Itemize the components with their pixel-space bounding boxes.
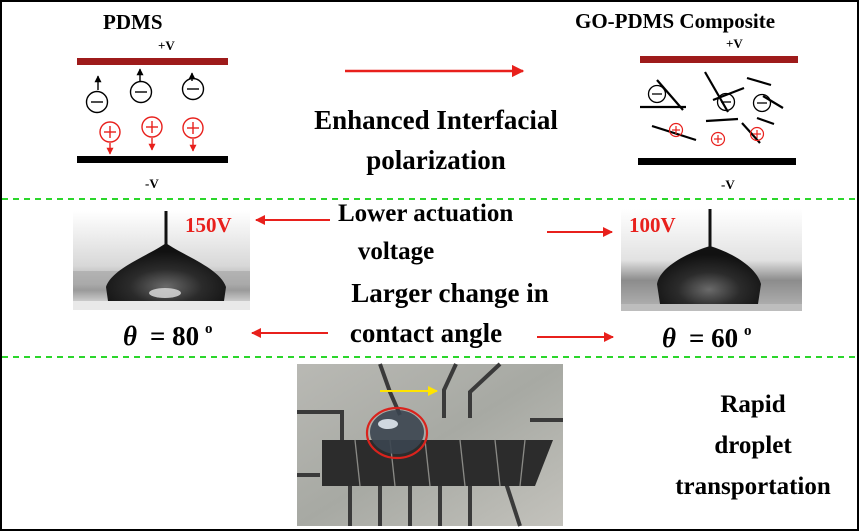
right-angle-value: = 60 [689, 323, 738, 353]
polarization-line1: Enhanced Interfacial [314, 105, 558, 135]
pdms-positive-charges [99, 116, 204, 155]
left-angle-value: = 80 [150, 321, 199, 351]
actuation-line2: voltage [358, 238, 434, 265]
angle-line2: contact angle [350, 318, 502, 348]
pdms-negative-charges [85, 68, 205, 114]
composite-plus-label: +V [726, 36, 743, 51]
voltage-label-100v: 100V [629, 213, 676, 237]
pdms-minus-label: -V [145, 176, 159, 191]
polarization-line2: polarization [366, 145, 506, 175]
composite-positive-charges [668, 122, 765, 147]
actuation-line1: Lower actuation [338, 200, 513, 227]
voltage-label-150v: 150V [185, 213, 232, 237]
pdms-plus-label: +V [158, 38, 175, 53]
pdms-bottom-electrode [77, 156, 228, 163]
composite-top-electrode [640, 56, 798, 63]
droplet-image-100v [621, 209, 802, 311]
composite-negative-charges [647, 84, 772, 113]
transport-line3: transportation [675, 473, 831, 500]
transport-line2: droplet [714, 432, 792, 459]
pdms-top-electrode [77, 58, 228, 65]
transport-line1: Rapid [720, 391, 785, 418]
composite-title: GO-PDMS Composite [575, 9, 775, 33]
right-theta-symbol: θ [662, 323, 676, 353]
left-angle-degree: o [205, 321, 213, 337]
composite-bottom-electrode [638, 158, 796, 165]
chip-photo [297, 362, 563, 527]
right-angle-degree: o [744, 323, 752, 339]
left-theta-symbol: θ [123, 321, 137, 351]
composite-minus-label: -V [721, 177, 735, 192]
pdms-title: PDMS [103, 10, 163, 34]
angle-line1: Larger change in [351, 278, 549, 308]
graphene-oxide-sheets [640, 71, 784, 144]
droplet-image-150v [73, 211, 250, 310]
